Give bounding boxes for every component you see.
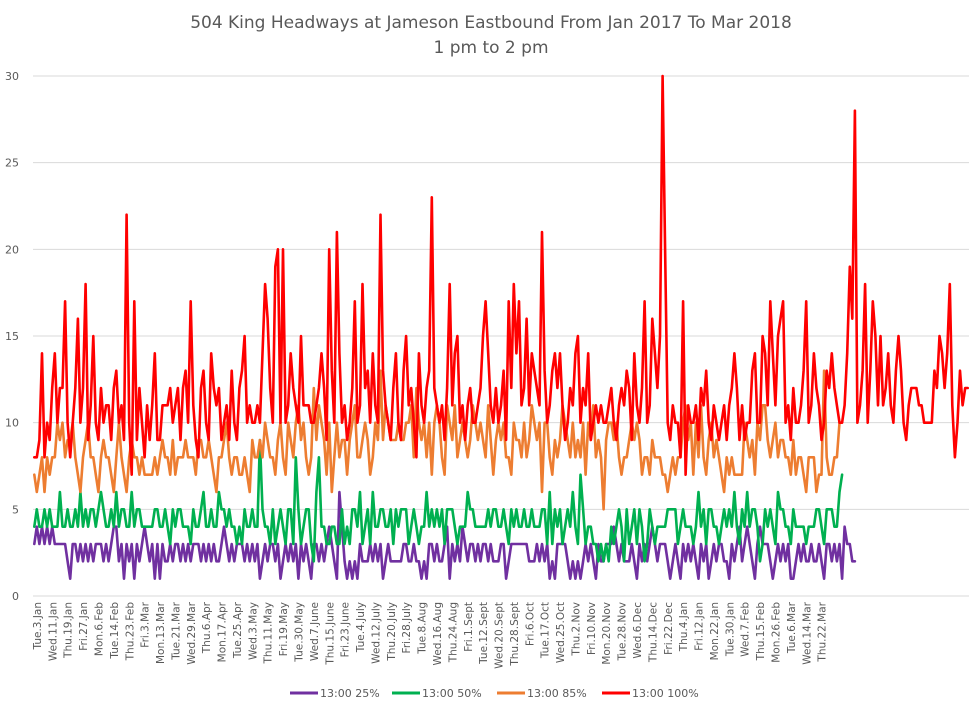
x-tick-label: Thu.20.July	[386, 602, 398, 662]
x-tick-label: Wed.3.May	[247, 602, 259, 660]
x-tick-label: Tue.30.Jan	[724, 602, 736, 657]
x-tick-label: Wed.6.Dec	[632, 602, 644, 659]
x-tick-label: Thu.28.Sept	[509, 602, 521, 667]
y-tick-label: 30	[5, 70, 19, 83]
x-tick-label: Tue.17.Oct	[540, 602, 552, 659]
x-tick-label: Tue.30.May	[294, 602, 306, 663]
x-tick-label: Fri.12.Jan	[694, 602, 706, 651]
x-tick-label: Tue.14.Feb	[109, 602, 121, 660]
x-tick-label: Tue.6.Mar	[786, 601, 798, 654]
chart-title: 504 King Headways at Jameson Eastbound F…	[190, 13, 792, 33]
legend-label: 13:00 100%	[632, 687, 699, 700]
legend-item: 13:00 25%	[290, 687, 380, 700]
x-tick-label: Fri.1.Sept	[463, 602, 475, 652]
legend-label: 13:00 25%	[320, 687, 380, 700]
legend-item: 13:00 85%	[497, 687, 587, 700]
legend-label: 13:00 85%	[527, 687, 587, 700]
x-tick-label: Thu.19.Jan	[63, 602, 75, 659]
y-tick-label: 25	[5, 157, 19, 170]
x-tick-label: Wed.14.Mar	[801, 601, 813, 664]
x-tick-label: Wed.16.Aug	[432, 602, 444, 665]
legend-label: 13:00 50%	[422, 687, 482, 700]
x-tick-label: Mon.13.Mar	[155, 601, 167, 664]
x-tick-label: Tue.28.Nov	[617, 602, 629, 661]
x-tick-label: Wed.7.Feb	[740, 602, 752, 657]
x-tick-label: Thu.6.Apr	[201, 601, 213, 654]
y-axis-ticks: 0 5 10 15 20 25 30	[5, 70, 19, 603]
x-tick-label: Thu.14.Dec	[647, 602, 659, 663]
y-tick-label: 0	[12, 590, 19, 603]
x-tick-label: Mon.6.Feb	[94, 602, 106, 656]
x-tick-label: Wed.7.June	[309, 602, 321, 661]
x-tick-label: Thu.24.Aug	[447, 602, 459, 663]
x-tick-label: Fri.27.Jan	[78, 602, 90, 651]
y-tick-label: 20	[5, 243, 19, 256]
x-tick-label: Fri.28.July	[401, 602, 413, 653]
x-tick-label: Mon.26.Feb	[770, 602, 782, 663]
x-tick-label: Wed.25.Oct	[555, 602, 567, 663]
x-tick-label: Tue.21.Mar	[170, 601, 182, 660]
x-tick-label: Tue.4.July	[355, 602, 367, 653]
series-line-13-00-100-	[32, 74, 970, 477]
x-tick-label: Mon.17.Apr	[217, 601, 229, 662]
y-tick-label: 15	[5, 330, 19, 343]
x-tick-label: Mon.20.Nov	[601, 602, 613, 665]
x-tick-label: Thu.4.Jan	[678, 602, 690, 652]
series-line-13-00-50-	[32, 438, 844, 563]
x-tick-label: Thu.11.May	[263, 602, 275, 664]
x-tick-label: Thu.23.Feb	[124, 602, 136, 662]
x-axis-ticks: Tue.3.Jan Wed.11.Jan Thu.19.Jan Fri.27.Jan M…	[32, 601, 829, 669]
x-tick-label: Fri.19.May	[278, 602, 290, 656]
x-tick-label: Wed.29.Mar	[186, 601, 198, 664]
x-tick-label: Thu.15.Feb	[755, 602, 767, 662]
y-tick-label: 10	[5, 417, 19, 430]
series-lines	[32, 74, 970, 581]
x-tick-label: Fri.10.Nov	[586, 602, 598, 655]
x-tick-label: Thu.15.June	[324, 602, 336, 666]
y-tick-label: 5	[12, 503, 19, 516]
x-tick-label: Wed.12.July	[370, 602, 382, 664]
x-tick-label: Thu.22.Mar	[817, 601, 829, 662]
x-tick-label: Fri.23.June	[340, 602, 352, 657]
x-tick-label: Wed.20.Sept	[494, 602, 506, 669]
chart-subtitle: 1 pm to 2 pm	[433, 38, 548, 58]
x-tick-label: Thu.2.Nov	[570, 602, 582, 657]
x-tick-label: Tue.8.Aug	[417, 602, 429, 655]
x-tick-label: Tue.3.Jan	[32, 602, 44, 650]
legend-item: 13:00 50%	[392, 687, 482, 700]
x-tick-label: Wed.11.Jan	[47, 602, 59, 661]
legend-item: 13:00 100%	[602, 687, 699, 700]
x-tick-label: Fri.6.Oct	[524, 602, 536, 646]
x-tick-label: Fri.22.Dec	[663, 602, 675, 655]
x-tick-label: Fri.3.Mar	[140, 601, 152, 647]
x-tick-label: Mon.22.Jan	[709, 602, 721, 660]
x-tick-label: Tue.25.Apr	[232, 601, 244, 659]
legend: 13:00 25% 13:00 50% 13:00 85% 13:00 100%	[290, 687, 699, 700]
x-tick-label: Tue.12.Sept	[478, 602, 490, 665]
